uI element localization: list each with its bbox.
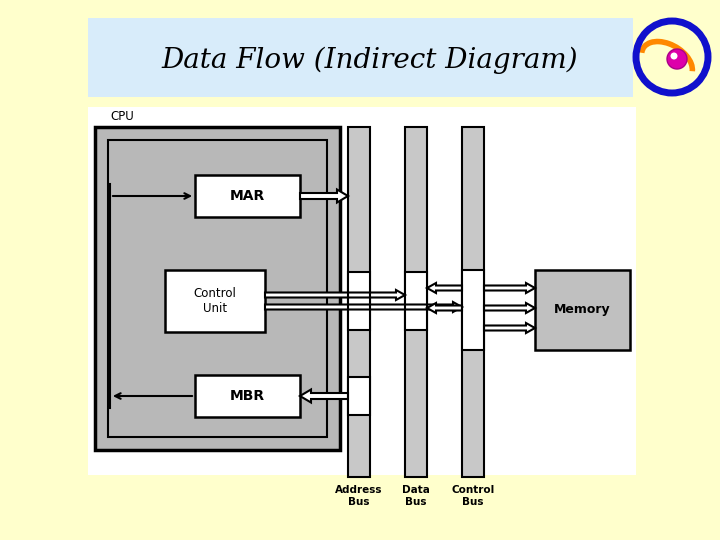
Bar — [195, 175, 300, 217]
Text: MBR: MBR — [230, 389, 265, 403]
Text: Data Flow (Indirect Diagram): Data Flow (Indirect Diagram) — [162, 46, 578, 73]
Bar — [165, 270, 265, 332]
Polygon shape — [300, 190, 348, 202]
Text: Control
Bus: Control Bus — [451, 485, 495, 507]
Bar — [88, 18, 633, 97]
Bar — [95, 127, 340, 450]
Bar — [348, 272, 370, 330]
Bar — [195, 375, 300, 417]
Bar — [462, 127, 484, 477]
Text: Data
Bus: Data Bus — [402, 485, 430, 507]
Polygon shape — [427, 303, 462, 313]
Text: Memory: Memory — [554, 303, 611, 316]
Bar — [535, 270, 630, 350]
Bar — [348, 377, 370, 415]
Text: Control
Unit: Control Unit — [194, 287, 236, 315]
Polygon shape — [427, 283, 462, 293]
Bar — [348, 127, 370, 477]
Bar — [405, 272, 427, 330]
Polygon shape — [300, 389, 348, 402]
Bar — [462, 270, 484, 350]
Text: Address
Bus: Address Bus — [336, 485, 383, 507]
Polygon shape — [484, 283, 535, 293]
Polygon shape — [265, 302, 462, 312]
Text: CPU: CPU — [110, 110, 134, 123]
Polygon shape — [265, 290, 405, 300]
Bar — [405, 127, 427, 477]
Polygon shape — [484, 323, 535, 333]
Bar — [348, 377, 370, 415]
Bar — [405, 272, 427, 330]
Circle shape — [670, 52, 678, 59]
Bar — [88, 107, 636, 475]
Bar — [108, 140, 327, 437]
Bar — [348, 272, 370, 330]
Text: MAR: MAR — [230, 189, 265, 203]
Bar — [462, 270, 484, 350]
Polygon shape — [484, 303, 535, 313]
Circle shape — [667, 49, 687, 69]
